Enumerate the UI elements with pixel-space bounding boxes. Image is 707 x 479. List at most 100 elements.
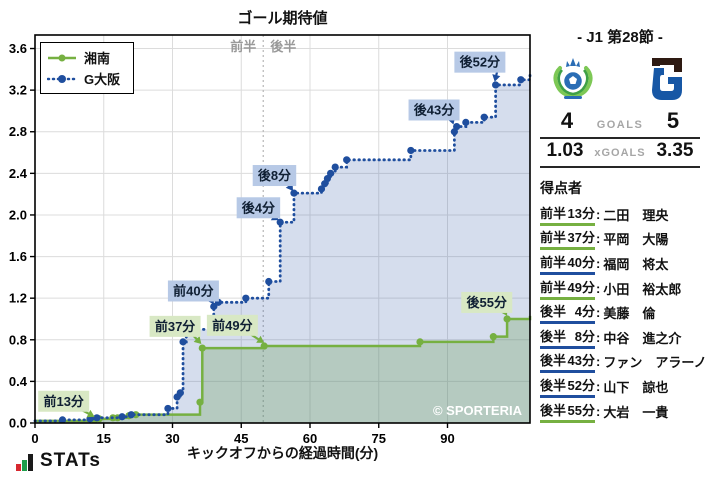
scorer-row: 後半 52分: 山下 諒也 xyxy=(540,374,704,399)
goal-annotation: 後8分 xyxy=(252,165,297,192)
scorer-colon: : xyxy=(596,255,601,271)
y-tick-label: 2.4 xyxy=(9,166,28,181)
home-team-logo-icon xyxy=(553,58,593,99)
scorers-title: 得点者 xyxy=(540,180,582,196)
y-tick-label: 0.8 xyxy=(9,332,27,347)
away-event-marker xyxy=(118,413,126,421)
scorer-colon: : xyxy=(596,354,601,370)
first-half-label: 前半 xyxy=(230,39,256,54)
watermark: © SPORTERIA xyxy=(433,403,523,418)
home-xgoals: 1.03 xyxy=(546,140,584,161)
annotation-text: 後43分 xyxy=(414,102,454,117)
annotation-box xyxy=(206,314,258,336)
away-event-marker xyxy=(179,338,187,346)
scorers-list: 前半 13分: 二田 理央 前半 37分: 平岡 大陽 前半 40分: 福岡 将太 前… xyxy=(540,202,707,424)
scorer-colon: : xyxy=(596,403,601,419)
legend-item-home: 湘南 xyxy=(47,47,125,68)
away-event-marker xyxy=(93,414,101,422)
chart-legend: 湘南 G大阪 xyxy=(40,42,134,94)
x-tick-label: 90 xyxy=(440,431,454,446)
annotation-text: 前37分 xyxy=(155,319,195,334)
x-tick-label: 30 xyxy=(165,431,179,446)
scorer-colon: : xyxy=(596,329,601,345)
xgoals-row: 1.03 xGOALS 3.35 xyxy=(540,140,700,168)
scorer-row: 前半 37分: 平岡 大陽 xyxy=(540,227,704,252)
away-xgoals: 3.35 xyxy=(656,140,694,161)
x-tick-label: 0 xyxy=(31,431,38,446)
scorer-row: 後半 55分: 大岩 一貴 xyxy=(540,399,704,424)
away-event-marker xyxy=(242,294,250,302)
annotation-text: 後55分 xyxy=(467,295,507,310)
annotation-text: 前40分 xyxy=(173,283,213,298)
y-tick-label: 1.6 xyxy=(9,249,27,264)
legend-label-away: G大阪 xyxy=(84,72,121,87)
goal-annotation: 後55分 xyxy=(461,291,513,316)
away-event-marker xyxy=(453,122,461,131)
goal-annotation: 前13分 xyxy=(38,390,95,418)
scorer-time: 前半 37分 xyxy=(540,227,596,251)
away-event-marker xyxy=(323,174,332,183)
legend-item-away: G大阪 xyxy=(47,68,125,89)
scorer-colon: : xyxy=(596,231,601,247)
scorer-time: 後半 55分 xyxy=(540,400,596,423)
annotation-text: 後4分 xyxy=(242,200,275,215)
away-event-marker xyxy=(492,81,500,89)
x-tick-label: 60 xyxy=(303,431,317,446)
annotation-box xyxy=(408,99,460,121)
home-event-marker xyxy=(260,342,268,350)
x-tick-label: 15 xyxy=(97,431,111,446)
away-event-marker xyxy=(265,277,273,286)
annotation-box xyxy=(38,390,90,412)
scorer-colon: : xyxy=(596,305,601,321)
y-tick-label: 3.2 xyxy=(9,83,27,98)
away-event-marker xyxy=(164,404,172,413)
away-event-marker xyxy=(331,163,339,171)
home-event-marker xyxy=(489,333,497,341)
scorer-time: 後半 8分 xyxy=(540,326,596,349)
scorer-time: 前半 40分 xyxy=(540,252,596,275)
annotation-box xyxy=(236,197,281,219)
goal-annotation: 後52分 xyxy=(454,51,506,82)
scorer-colon: : xyxy=(596,280,601,296)
scorer-row: 後半 43分: ファン アラーノ xyxy=(540,350,707,375)
y-tick-label: 0.0 xyxy=(9,416,27,431)
scorer-row: 後半 8分: 中谷 進之介 xyxy=(540,325,704,350)
y-tick-label: 2.8 xyxy=(9,124,27,139)
away-event-marker xyxy=(407,146,415,155)
annotation-box xyxy=(167,280,219,302)
scorer-time: 後半 43分 xyxy=(540,350,596,374)
scorer-time: 前半 49分 xyxy=(540,277,596,300)
x-axis-label: キックオフからの経過時間(分) xyxy=(186,445,379,461)
away-event-marker xyxy=(127,411,135,419)
scorer-row: 前半 40分: 福岡 将太 xyxy=(540,251,704,276)
scorer-name: 小田 裕太郎 xyxy=(603,281,682,297)
scorer-name: 山下 諒也 xyxy=(603,379,669,395)
second-half-label: 後半 xyxy=(270,39,296,54)
home-line-sample-icon xyxy=(48,54,76,61)
scorer-time: 後半 4分 xyxy=(540,301,596,325)
y-tick-label: 2.0 xyxy=(9,207,27,222)
scorer-name: 二田 理央 xyxy=(603,207,669,223)
scorer-name: 中谷 進之介 xyxy=(603,330,682,346)
scorer-name: 大岩 一貴 xyxy=(603,404,669,420)
away-event-marker xyxy=(343,156,351,164)
scorer-name: 美藤 倫 xyxy=(603,306,656,322)
home-event-marker xyxy=(416,338,424,346)
goal-annotation: 後43分 xyxy=(408,99,460,125)
scorer-colon: : xyxy=(596,378,601,394)
annotation-box xyxy=(252,165,297,187)
match-title: - J1 第28節 - xyxy=(577,29,663,46)
scorer-time: 後半 52分 xyxy=(540,375,596,398)
x-tick-label: 75 xyxy=(372,431,386,446)
annotation-text: 前49分 xyxy=(212,318,252,333)
goal-annotation: 前40分 xyxy=(167,280,219,305)
annotation-box xyxy=(454,51,506,73)
annotation-text: 前13分 xyxy=(43,394,83,409)
annotation-box xyxy=(149,315,201,337)
plot-border xyxy=(34,34,531,424)
team-logos xyxy=(550,56,690,102)
scorer-name: ファン アラーノ xyxy=(603,355,707,371)
goal-annotation: 前49分 xyxy=(206,314,265,343)
away-event-marker xyxy=(327,169,335,177)
